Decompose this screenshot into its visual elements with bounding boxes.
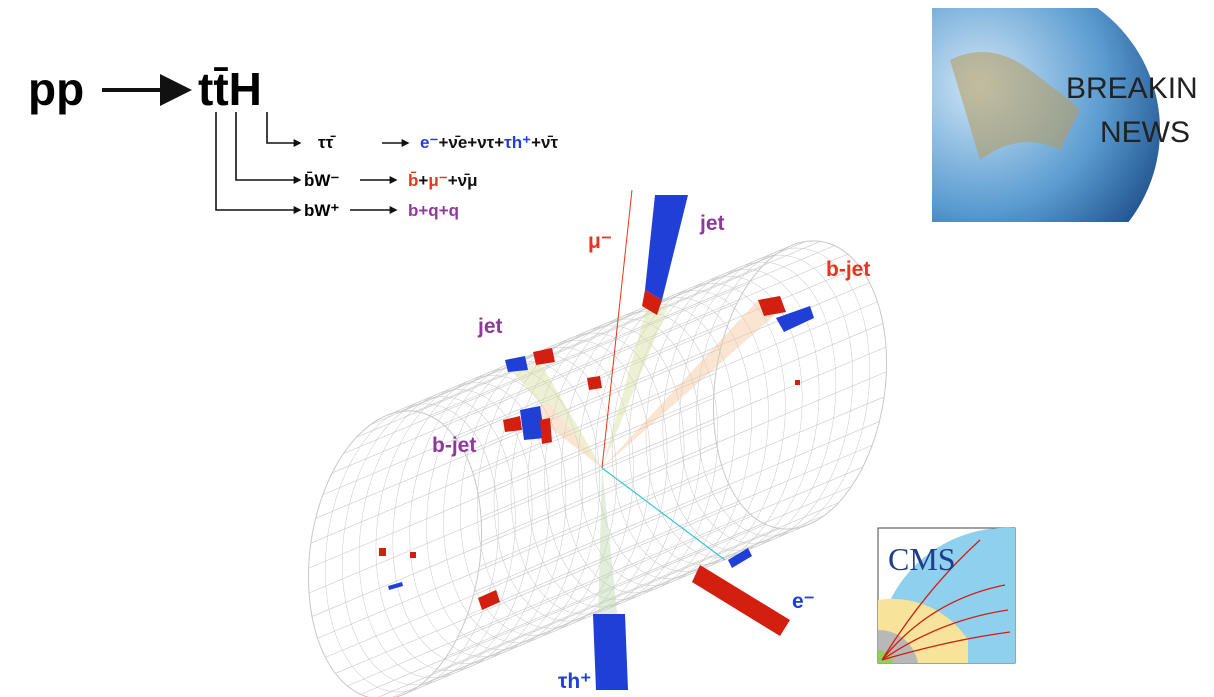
decay-products: b̄+μ⁻+ν̄μ xyxy=(408,171,478,190)
event-label: jet xyxy=(477,315,503,338)
product: b̄ xyxy=(408,171,418,190)
product: + xyxy=(418,171,428,190)
badge-line-1: BREAKING xyxy=(1066,72,1214,105)
decay-parent: b̄W⁻ xyxy=(304,171,339,190)
decay-parent: ττ̄ xyxy=(318,133,336,152)
product: μ⁻ xyxy=(428,171,447,190)
decay-lines xyxy=(216,112,408,210)
event-label: e⁻ xyxy=(792,590,815,613)
event-label: b-jet xyxy=(432,434,476,457)
product: e⁻ xyxy=(420,133,438,152)
event-label: τh⁺ xyxy=(558,670,591,693)
final-state: tt̄H xyxy=(198,63,262,115)
event-label: μ⁻ xyxy=(588,230,612,253)
product: τh⁺ xyxy=(504,133,531,152)
event-label: b-jet xyxy=(826,258,870,281)
product: +ν̄τ xyxy=(531,133,558,152)
logo-text: CMS xyxy=(888,541,956,577)
breaking-news-badge: BREAKING NEWS xyxy=(860,0,1214,280)
badge-line-2: NEWS xyxy=(1100,116,1190,149)
event-label: jet xyxy=(699,212,725,235)
product: +ν̄μ xyxy=(448,171,478,190)
initial-state: pp xyxy=(28,63,84,115)
product: b+q+q xyxy=(408,201,459,220)
decay-products: e⁻+ν̄e+ντ+τh⁺+ν̄τ xyxy=(420,133,559,152)
product: +ν̄e+ντ+ xyxy=(438,133,504,152)
decay-parent: bW⁺ xyxy=(304,201,339,220)
event-diagram: pp tt̄H ττ̄e⁻+ν̄e+ντ+τh⁺+ν̄τb̄W⁻b̄+μ⁻+ν̄… xyxy=(0,0,1214,697)
decay-products: b+q+q xyxy=(408,201,459,220)
cms-logo: CMS xyxy=(878,528,1015,663)
